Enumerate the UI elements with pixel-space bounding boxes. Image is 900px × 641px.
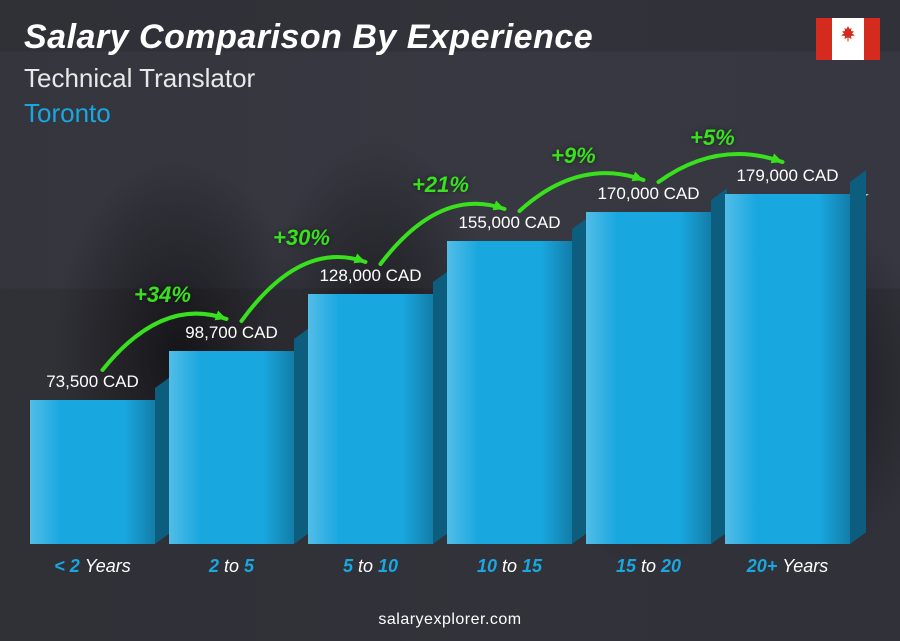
flag-canada-icon xyxy=(816,18,880,60)
growth-arc-icon xyxy=(30,137,850,577)
bar-side-face xyxy=(850,170,866,544)
header: Salary Comparison By Experience Technica… xyxy=(24,18,876,129)
footer-attribution: salaryexplorer.com xyxy=(0,611,900,629)
chart-title: Salary Comparison By Experience xyxy=(24,18,876,57)
flag-band-center xyxy=(832,18,864,60)
flag-band-left xyxy=(816,18,832,60)
maple-leaf-icon xyxy=(838,26,858,53)
bar-chart: 73,500 CAD< 2 Years98,700 CAD2 to 5128,0… xyxy=(30,137,850,577)
chart-location: Toronto xyxy=(24,98,876,129)
chart-subtitle: Technical Translator xyxy=(24,63,876,94)
flag-band-right xyxy=(864,18,880,60)
